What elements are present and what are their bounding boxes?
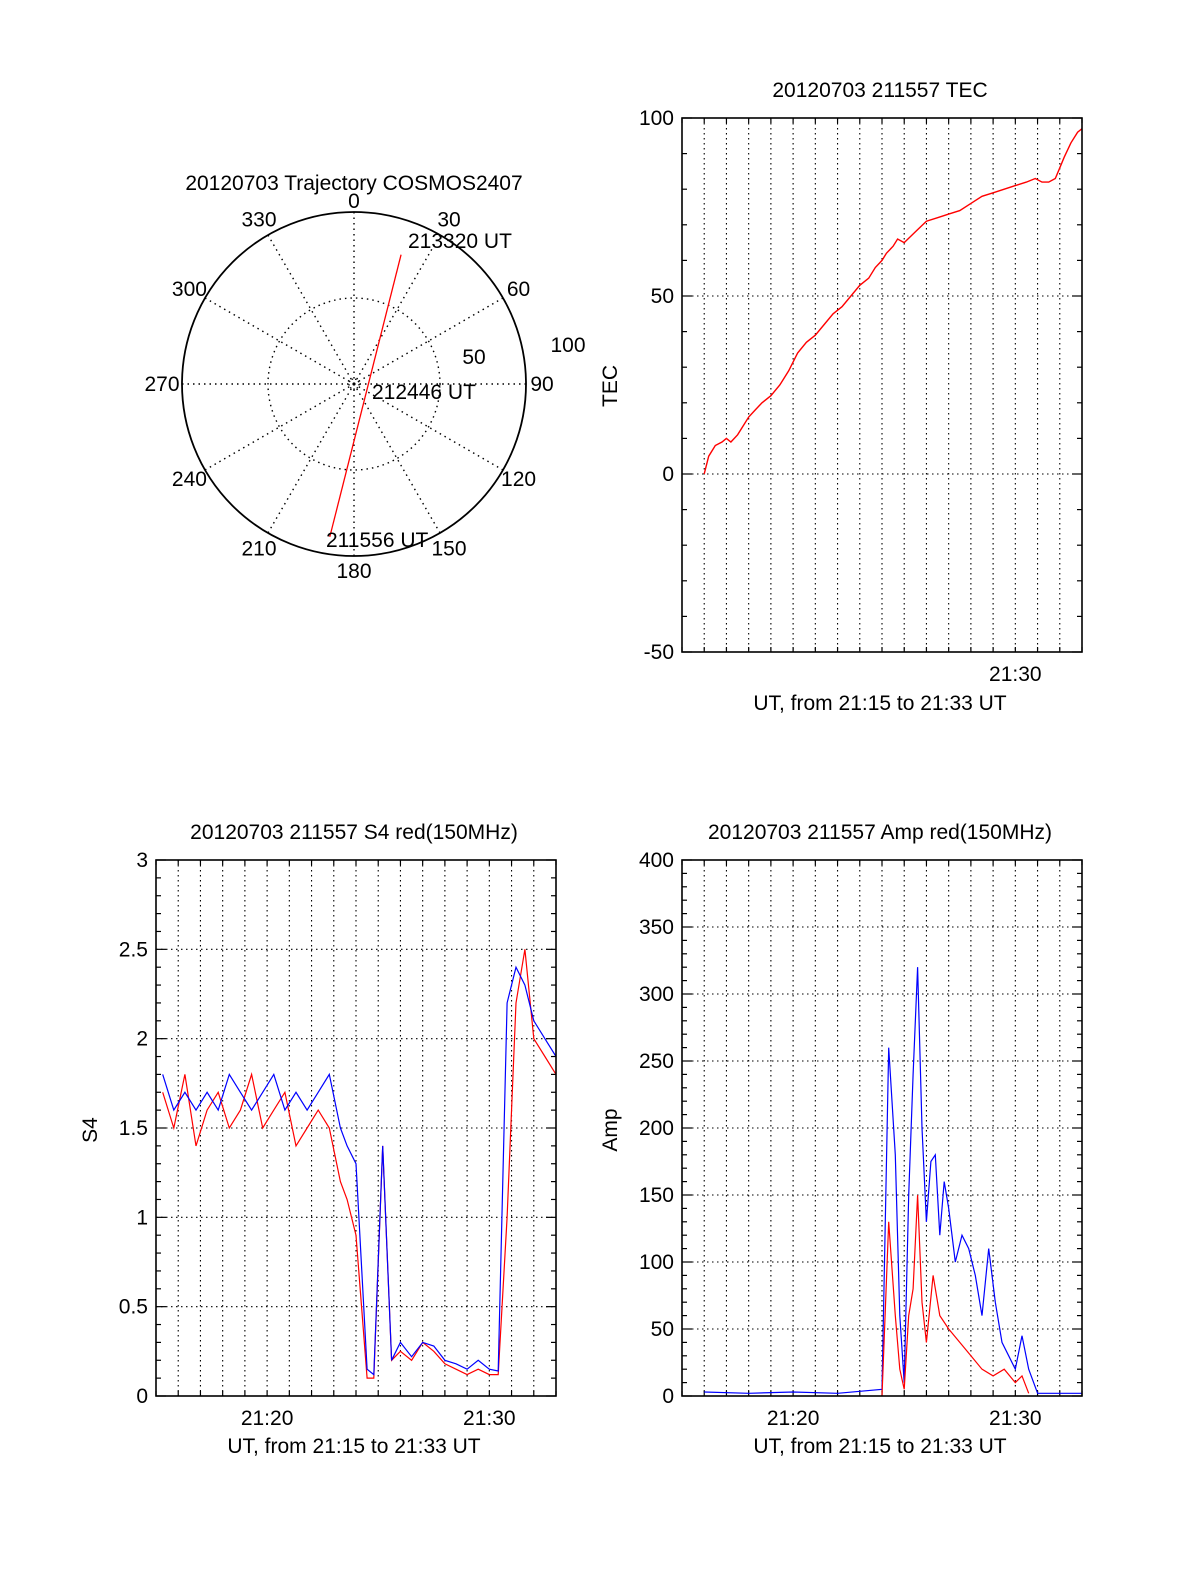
tec-title: 20120703 211557 TEC <box>772 79 987 102</box>
trajectory-panel: 20120703 Trajectory COSMOS2407 0 30 60 90 12… <box>144 172 585 583</box>
polar-grid-spoke <box>267 383 355 534</box>
y-tick-label: -50 <box>644 641 674 664</box>
polar-grid-spoke <box>353 383 504 471</box>
y-tick-label: 200 <box>639 1117 674 1140</box>
amp-plot-area: 400 350 300 250 200 150 100 50 0 21:20 21:30 <box>639 849 1083 1430</box>
y-tick-label: 2.5 <box>119 938 148 961</box>
y-tick-label: 150 <box>639 1184 674 1207</box>
y-tick-label: 3 <box>136 849 148 872</box>
y-tick-label: 100 <box>639 107 674 130</box>
polar-grid-spoke <box>267 234 355 385</box>
plot-frame <box>681 859 1083 1397</box>
s4-panel: 20120703 211557 S4 red(150MHz) 3 2.5 2 1.5 1… <box>79 821 557 1458</box>
y-tick-label: 1 <box>136 1206 148 1229</box>
polar-angle-label: 0 <box>348 190 360 213</box>
polar-angle-label: 300 <box>172 278 207 301</box>
x-tick-label: 21:20 <box>767 1407 820 1430</box>
y-tick-label: 0 <box>662 1385 674 1408</box>
y-tick-label: 350 <box>639 916 674 939</box>
polar-angle-label: 330 <box>241 208 276 231</box>
plot-frame <box>681 117 1083 653</box>
y-tick-label: 300 <box>639 983 674 1006</box>
polar-angle-label: 30 <box>437 208 460 231</box>
polar-angle-label: 150 <box>431 538 466 561</box>
trajectory-title: 20120703 Trajectory COSMOS2407 <box>185 172 522 195</box>
polar-angle-label: 180 <box>336 560 371 583</box>
series-line <box>162 949 557 1379</box>
y-tick-label: 400 <box>639 849 674 872</box>
polar-angle-label: 270 <box>144 373 179 396</box>
y-tick-label: 50 <box>651 285 674 308</box>
s4-x-axis-label: UT, from 21:15 to 21:33 UT <box>227 1435 480 1458</box>
polar-grid-spoke <box>353 297 504 385</box>
polar-angle-label: 210 <box>241 538 276 561</box>
radius-label-100: 100 <box>550 334 585 357</box>
y-tick-label: 2 <box>136 1028 148 1051</box>
amp-panel: 20120703 211557 Amp red(150MHz) 400 350 30… <box>599 821 1083 1458</box>
y-tick-label: 0.5 <box>119 1296 148 1319</box>
y-tick-label: 250 <box>639 1050 674 1073</box>
radius-label-50: 50 <box>462 346 485 369</box>
series-line <box>881 1194 1030 1397</box>
x-tick-label: 21:30 <box>989 663 1042 686</box>
polar-grid-spoke <box>204 297 355 385</box>
annotation-start-time: 211556 UT <box>326 529 429 552</box>
annotation-end-time: 213320 UT <box>408 230 512 253</box>
amp-x-axis-label: UT, from 21:15 to 21:33 UT <box>753 1435 1006 1458</box>
plot-frame <box>155 859 557 1397</box>
trajectory-track <box>329 254 402 538</box>
y-tick-label: 0 <box>662 463 674 486</box>
polar-angle-label: 90 <box>530 373 553 396</box>
tec-x-axis-label: UT, from 21:15 to 21:33 UT <box>753 692 1006 715</box>
polar-angle-label: 240 <box>172 468 207 491</box>
polar-angle-labels: 0 30 60 90 120 150 180 210 240 270 300 330 <box>144 190 553 583</box>
s4-y-axis-label: S4 <box>79 1117 102 1143</box>
polar-angle-label: 120 <box>501 468 536 491</box>
s4-plot-area: 3 2.5 2 1.5 1 0.5 0 21:20 21:30 <box>119 849 557 1430</box>
s4-title: 20120703 211557 S4 red(150MHz) <box>190 821 518 844</box>
polar-grid <box>181 211 527 557</box>
polar-angle-label: 60 <box>507 278 530 301</box>
x-tick-label: 21:20 <box>241 1407 294 1430</box>
y-tick-label: 1.5 <box>119 1117 148 1140</box>
annotation-mid-time: 212446 UT <box>372 381 476 404</box>
tec-y-axis-label: TEC <box>599 365 622 407</box>
polar-grid-spoke <box>353 383 441 534</box>
series-line <box>704 967 1082 1394</box>
polar-grid-spoke <box>204 383 355 471</box>
y-tick-label: 100 <box>639 1251 674 1274</box>
polar-grid-center <box>348 378 360 390</box>
polar-grid-circle-50 <box>267 297 441 471</box>
x-tick-label: 21:30 <box>989 1407 1042 1430</box>
x-tick-label: 21:30 <box>463 1407 516 1430</box>
amp-y-axis-label: Amp <box>599 1108 622 1151</box>
y-tick-label: 0 <box>136 1385 148 1408</box>
polar-grid-spoke <box>353 234 441 385</box>
y-tick-label: 50 <box>651 1318 674 1341</box>
amp-title: 20120703 211557 Amp red(150MHz) <box>708 821 1052 844</box>
polar-outer-circle <box>181 211 527 557</box>
tec-plot-area: 100 50 0 -50 21:30 <box>639 107 1083 686</box>
tec-panel: 20120703 211557 TEC 100 50 0 -50 21:30 TEC U… <box>599 79 1083 715</box>
series-line <box>703 128 1083 475</box>
series-line <box>162 965 557 1376</box>
